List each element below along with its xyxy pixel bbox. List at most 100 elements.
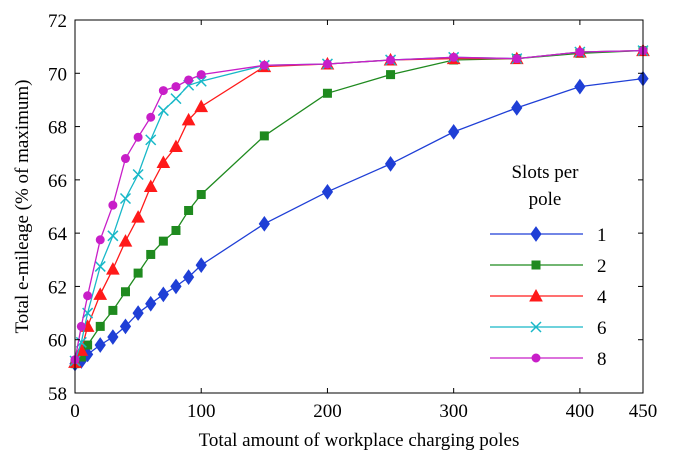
x-marker-stroke — [530, 321, 542, 333]
circle-marker — [108, 200, 118, 210]
diamond-marker — [107, 329, 119, 345]
series-1 — [69, 70, 649, 372]
square-marker — [259, 131, 269, 141]
circle-marker — [259, 60, 269, 70]
x-marker — [132, 168, 144, 181]
circle-marker — [83, 291, 93, 301]
y-tick-label: 66 — [48, 171, 67, 192]
diamond-marker — [195, 257, 207, 273]
x-marker-stroke — [82, 307, 94, 319]
plot-frame — [74, 19, 644, 394]
y-tick-label: 70 — [48, 64, 67, 85]
circle-marker — [158, 86, 168, 96]
square-marker — [184, 205, 194, 215]
square-marker — [158, 236, 168, 246]
x-marker — [195, 75, 207, 87]
triangle-marker — [143, 179, 158, 193]
circle-marker — [575, 47, 585, 57]
square-marker — [386, 70, 396, 80]
y-tick-label: 64 — [48, 224, 68, 245]
diamond-marker — [574, 78, 586, 95]
triangle-marker — [194, 99, 209, 113]
diamond-marker — [384, 156, 397, 172]
diamond-marker — [145, 295, 157, 312]
square-marker — [95, 321, 105, 331]
x-tick-label: 400 — [566, 401, 595, 422]
circle-marker — [196, 70, 206, 80]
x-marker-stroke — [157, 105, 169, 117]
circle-marker — [146, 112, 156, 122]
x-marker — [94, 260, 106, 272]
series-line — [74, 77, 644, 365]
triangle-marker — [131, 210, 145, 223]
square-marker — [196, 190, 206, 200]
circle-marker — [531, 353, 541, 363]
y-tick-label: 62 — [48, 277, 67, 298]
diamond-marker — [182, 269, 195, 285]
diamond-marker — [170, 278, 182, 295]
legend-label: 2 — [597, 256, 607, 277]
diamond-marker — [511, 100, 523, 116]
diamond-marker — [448, 124, 460, 140]
x-marker — [157, 105, 169, 117]
triangle-marker — [156, 155, 171, 169]
circle-marker — [184, 75, 194, 85]
triangle-marker — [529, 288, 543, 302]
y-tick-label: 58 — [48, 384, 67, 405]
legend: Slots per pole 1 2 4 6 8 — [490, 162, 607, 370]
legend-title: Slots per — [511, 162, 579, 183]
x-marker — [170, 93, 182, 105]
x-marker-stroke — [119, 192, 132, 205]
legend-label: 6 — [597, 318, 607, 339]
diamond-marker — [321, 183, 334, 200]
circle-marker — [449, 52, 459, 62]
series-8 — [70, 46, 648, 365]
diamond-marker — [157, 286, 169, 303]
circle-marker — [386, 55, 396, 65]
circle-marker — [95, 235, 105, 245]
diamond-marker — [258, 215, 270, 232]
diamond-marker — [94, 337, 106, 353]
x-marker-stroke — [145, 134, 157, 146]
diamond-marker — [132, 305, 144, 321]
diamond-marker — [530, 226, 542, 242]
circle-marker — [133, 132, 143, 142]
legend-title: pole — [529, 189, 562, 210]
data-layer — [68, 43, 650, 372]
x-marker-stroke — [107, 230, 119, 242]
circle-marker — [120, 154, 130, 164]
diamond-marker — [119, 318, 132, 335]
triangle-marker — [169, 139, 183, 153]
x-axis-label: Total amount of workplace charging poles — [199, 430, 520, 451]
x-tick-label: 100 — [187, 401, 216, 422]
x-marker — [530, 321, 542, 333]
x-tick-label: 0 — [70, 401, 80, 422]
circle-marker — [76, 321, 86, 331]
square-marker — [146, 249, 156, 259]
x-tick-label: 300 — [439, 401, 468, 422]
x-marker — [145, 134, 157, 146]
x-marker — [119, 192, 132, 205]
y-tick-label: 68 — [48, 118, 67, 139]
legend-label: 1 — [597, 225, 607, 246]
x-marker-stroke — [170, 93, 182, 105]
triangle-marker — [93, 287, 108, 300]
square-marker — [108, 305, 118, 315]
x-tick-label: 450 — [629, 401, 658, 422]
square-marker — [120, 287, 130, 297]
x-marker-stroke — [195, 75, 207, 87]
triangle-marker — [118, 234, 133, 247]
triangle-marker — [106, 262, 120, 275]
y-axis-label: Total e-mileage (% of maximum) — [12, 79, 33, 333]
y-tick-label: 72 — [48, 11, 67, 32]
circle-marker — [512, 54, 522, 64]
triangle-marker — [181, 112, 196, 126]
square-marker — [133, 268, 143, 278]
x-marker-stroke — [94, 260, 106, 272]
square-marker — [171, 225, 181, 235]
square-marker — [322, 88, 332, 98]
x-marker — [107, 230, 119, 242]
